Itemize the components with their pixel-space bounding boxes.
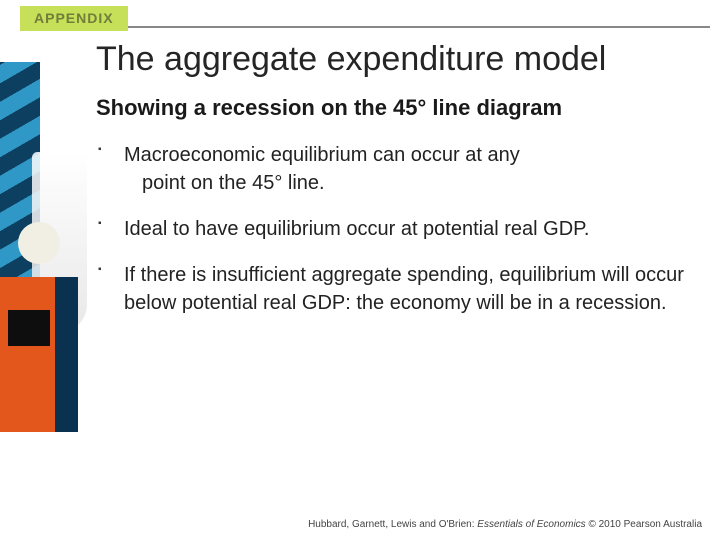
footer-credit: Hubbard, Garnett, Lewis and O'Brien: Ess… xyxy=(308,519,702,530)
bullet-text: If there is insufficient aggregate spend… xyxy=(124,264,684,314)
appendix-tab: APPENDIX xyxy=(20,6,128,31)
content-area: The aggregate expenditure model Showing … xyxy=(96,40,690,335)
bullet-text: point on the 45° line. xyxy=(142,169,690,197)
list-item: If there is insufficient aggregate spend… xyxy=(96,261,690,317)
footer-book-title: Essentials of Economics xyxy=(477,519,585,530)
appendix-label: APPENDIX xyxy=(34,10,114,26)
list-item: Macroeconomic equilibrium can occur at a… xyxy=(96,141,690,197)
bullet-text: Macroeconomic equilibrium can occur at a… xyxy=(124,141,690,169)
page-subtitle: Showing a recession on the 45° line diag… xyxy=(96,93,690,123)
book-cover-black-text xyxy=(8,310,50,346)
side-decorative-photo xyxy=(0,62,85,432)
list-item: Ideal to have equilibrium occur at poten… xyxy=(96,215,690,243)
footer-authors: Hubbard, Garnett, Lewis and O'Brien: xyxy=(308,519,477,530)
page-title: The aggregate expenditure model xyxy=(96,40,690,79)
bullet-text: Ideal to have equilibrium occur at poten… xyxy=(124,218,589,240)
book-cover-orange xyxy=(0,277,78,432)
footer-copyright: © 2010 Pearson Australia xyxy=(586,519,702,530)
bullet-list: Macroeconomic equilibrium can occur at a… xyxy=(96,141,690,317)
disk-shape xyxy=(18,222,60,264)
